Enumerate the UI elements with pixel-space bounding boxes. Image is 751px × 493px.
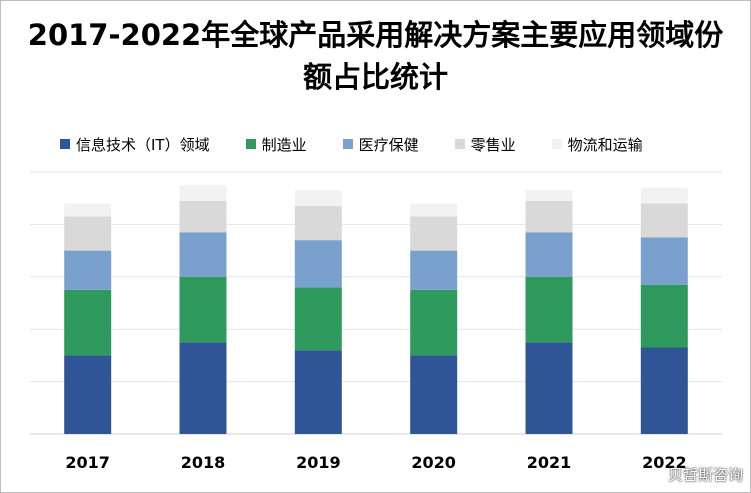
bar-segment <box>179 232 227 277</box>
bar-segment <box>64 355 112 434</box>
bar-segment <box>179 200 227 233</box>
bar-segment <box>525 190 573 201</box>
bar-segment <box>410 250 458 290</box>
bar-segment <box>179 342 227 434</box>
bar-segment <box>525 276 573 343</box>
bar-segment <box>640 203 688 238</box>
bar-segment <box>640 347 688 434</box>
legend-swatch <box>245 139 256 149</box>
bar-segment <box>64 289 112 356</box>
legend-label: 信息技术（IT）领域 <box>76 135 210 154</box>
legend-item: 物流和运输 <box>551 134 643 155</box>
legend-label: 制造业 <box>261 135 307 154</box>
x-tick-label: 2022 <box>642 453 687 472</box>
bar-segment <box>179 185 227 201</box>
x-tick-label: 2020 <box>411 453 456 472</box>
watermark: 贝哲斯咨询 <box>667 466 743 484</box>
legend-swatch <box>342 139 353 149</box>
bar-segment <box>410 216 458 251</box>
bar-segment <box>294 240 342 288</box>
bar-segment <box>294 350 342 434</box>
bar-segment <box>294 206 342 241</box>
bar-segment <box>525 342 573 434</box>
x-tick-label: 2018 <box>181 453 226 472</box>
legend-swatch <box>60 139 70 149</box>
x-tick-label: 2017 <box>65 453 110 472</box>
x-tick-label: 2019 <box>296 453 341 472</box>
chart-title: 2017-2022年全球产品采用解决方案主要应用领域份额占比统计 <box>0 14 751 98</box>
bar-segment <box>410 355 458 434</box>
bar-segment <box>640 187 688 204</box>
legend-item: 信息技术（IT）领域 <box>60 134 210 155</box>
bar-segment <box>640 237 688 285</box>
legend-swatch <box>551 139 562 149</box>
bar-segment <box>64 216 112 251</box>
bar-segment <box>294 190 342 206</box>
legend-item: 医疗保健 <box>342 134 419 155</box>
bar-segment <box>179 276 227 343</box>
bar-segment <box>64 250 112 290</box>
bar-segment <box>294 287 342 351</box>
x-tick-label: 2021 <box>527 453 572 472</box>
legend-item: 零售业 <box>454 134 516 155</box>
legend-label: 物流和运输 <box>567 135 643 154</box>
bar-segment <box>525 232 573 277</box>
legend-item: 制造业 <box>245 134 307 155</box>
legend-swatch <box>454 139 465 149</box>
chart-title-text: 2017-2022年全球产品采用解决方案主要应用领域份额占比统计 <box>27 18 724 94</box>
bar-segment <box>410 289 458 356</box>
legend-label: 零售业 <box>470 135 516 154</box>
bar-segment <box>64 203 112 217</box>
bar-segment <box>525 200 573 233</box>
bar-segment <box>640 284 688 348</box>
legend-label: 医疗保健 <box>358 135 419 154</box>
bar-segment <box>410 203 458 217</box>
chart-legend: 信息技术（IT）领域 制造业 医疗保健 零售业 物流和运输 <box>60 134 643 154</box>
